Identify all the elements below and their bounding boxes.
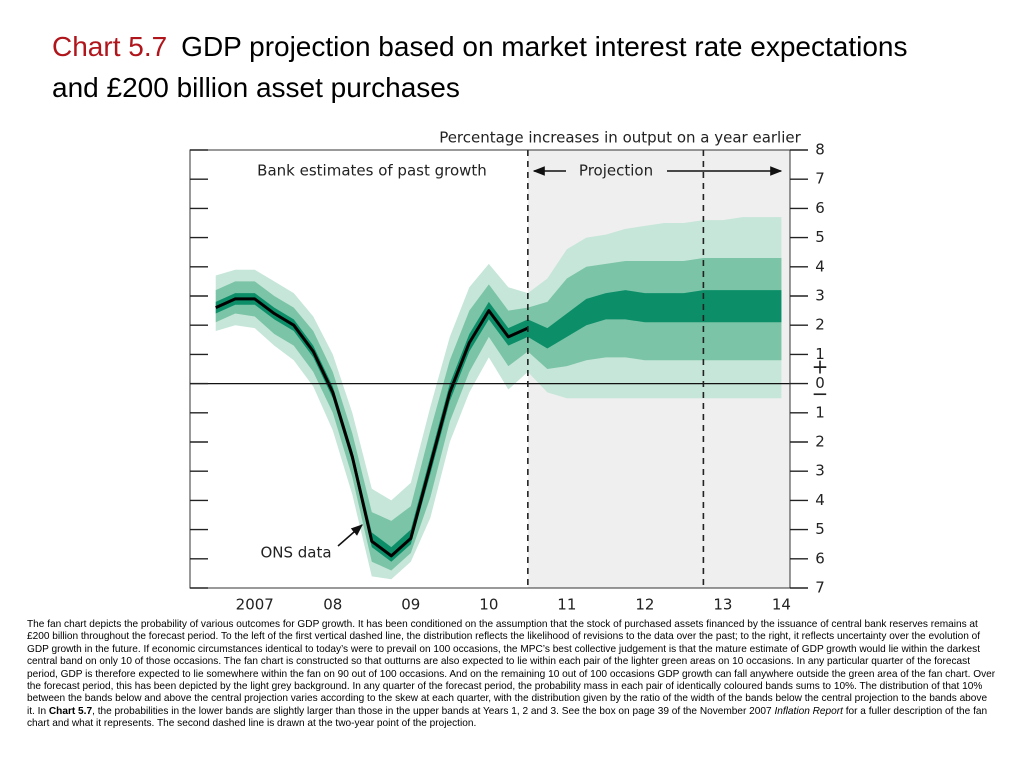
y-tick-label: 0 — [815, 374, 825, 392]
axis-label: Percentage increases in output on a year… — [439, 129, 801, 147]
y-tick-label: 6 — [815, 199, 825, 217]
data-line — [215, 297, 529, 558]
x-tick-label: 12 — [635, 596, 654, 613]
plot-frame — [189, 149, 791, 589]
x-tick-label: 14 — [772, 596, 791, 613]
y-tick-label: 3 — [815, 287, 825, 305]
x-tick-label: 2007 — [236, 596, 274, 613]
caption: The fan chart depicts the probability of… — [27, 619, 997, 731]
caption-bold: Chart 5.7 — [48, 705, 93, 717]
chart: Percentage increases in output on a year… — [189, 129, 829, 613]
front-layer — [189, 149, 808, 589]
y-tick-label: 6 — [815, 549, 825, 567]
y-tick-label: 5 — [815, 520, 825, 538]
sign: + — [812, 355, 829, 379]
y-tick-label: 8 — [815, 141, 825, 159]
caption-text: The fan chart depicts the probability of… — [27, 619, 996, 717]
fan-band — [215, 290, 782, 562]
y-tick-label: 4 — [815, 491, 825, 509]
x-tick-label: 13 — [713, 596, 732, 613]
annotation: Bank estimates of past growth — [257, 162, 487, 180]
title: Chart 5.7 GDP projection based on market … — [52, 26, 952, 108]
caption-text: , the probabilities in the lower bands a… — [92, 705, 775, 717]
annotation: ONS data — [260, 544, 331, 562]
annotation: Projection — [579, 162, 653, 180]
chart-label: Chart 5.7 — [52, 31, 168, 62]
chart-title: GDP projection based on market interest … — [52, 31, 908, 103]
y-tick-label: 3 — [815, 462, 825, 480]
y-tick-label: 4 — [815, 257, 825, 275]
sign: − — [812, 382, 829, 406]
y-tick-label: 1 — [815, 345, 825, 363]
arrow — [337, 524, 363, 547]
y-tick-label: 7 — [815, 170, 825, 188]
x-tick-label: 10 — [479, 596, 498, 613]
x-tick-label: 11 — [557, 596, 576, 613]
y-tick-label: 7 — [815, 579, 825, 597]
y-tick-label: 2 — [815, 316, 825, 334]
fan-band — [215, 258, 782, 571]
caption-italic: Inflation Report — [774, 705, 843, 717]
fan-layer — [215, 217, 782, 580]
y-tick-label: 1 — [815, 403, 825, 421]
x-tick-label: 08 — [323, 596, 342, 613]
x-tick-label: 09 — [401, 596, 420, 613]
y-tick-label: 2 — [815, 433, 825, 451]
caption-text: for a fuller description of the fan char… — [27, 705, 988, 730]
y-tick-label: 5 — [815, 228, 825, 246]
